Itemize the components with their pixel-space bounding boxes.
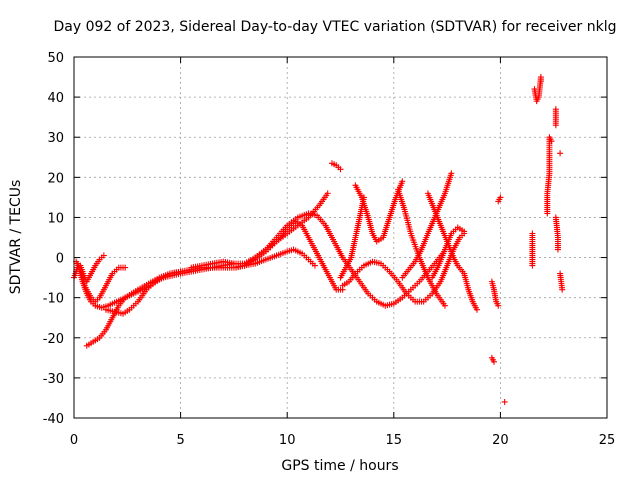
plot-frame: [73, 56, 608, 419]
x-axis-label: GPS time / hours: [281, 458, 398, 474]
data-point: [554, 246, 561, 253]
series-arc-17: [488, 194, 508, 405]
data-point: [552, 122, 559, 129]
data-point: [100, 252, 107, 259]
y-tick-label: 30: [47, 131, 64, 146]
y-tick-label: 0: [56, 252, 64, 267]
data-point: [495, 302, 502, 309]
data-point: [324, 190, 331, 197]
data-point: [557, 150, 564, 157]
y-tick-label: 20: [47, 171, 64, 186]
x-tick-label: 25: [599, 433, 616, 448]
chart-title: Day 092 of 2023, Sidereal Day-to-day VTE…: [54, 19, 617, 35]
series-arc-03: [77, 252, 107, 285]
data-point: [337, 166, 344, 173]
data-point: [529, 230, 536, 237]
y-axis-label: SDTVAR / TECUs: [8, 180, 24, 295]
x-tick-label: 15: [386, 433, 403, 448]
data-point: [501, 398, 508, 405]
data-point: [461, 228, 468, 235]
y-tick-label: -30: [43, 372, 64, 387]
y-tick-label: -20: [43, 332, 64, 347]
data-point: [441, 302, 448, 309]
data-point: [497, 194, 504, 201]
y-tick-label: 40: [47, 91, 64, 106]
data-point: [473, 306, 480, 313]
y-tick-label: -40: [43, 412, 64, 427]
series-arc-04: [83, 268, 184, 349]
data-point: [548, 138, 555, 145]
data-point: [448, 170, 455, 177]
series-arc-12: [352, 178, 406, 245]
data-point: [491, 358, 498, 365]
series-arc-15: [424, 190, 480, 313]
x-tick-label: 20: [492, 433, 509, 448]
data-points: [71, 74, 566, 405]
y-tick-label: 50: [47, 51, 64, 66]
data-point: [559, 286, 566, 293]
data-point: [537, 78, 544, 85]
data-point: [311, 262, 318, 269]
x-tick-label: 0: [70, 433, 78, 448]
x-tick-label: 5: [176, 433, 184, 448]
axis-ticks: 0 5 10 15 20 25 -40 -30 -20 -10 0 10 20 30 40 50: [43, 51, 616, 448]
y-tick-label: 10: [47, 211, 64, 226]
data-point: [122, 264, 129, 271]
series-arc-16: [429, 224, 468, 281]
y-tick-label: -10: [43, 292, 64, 307]
series-arc-18: [529, 74, 566, 293]
series-arc-09: [328, 160, 344, 173]
data-point: [399, 178, 406, 185]
grid: [74, 57, 607, 418]
series-arc-05: [102, 246, 318, 317]
x-tick-label: 10: [279, 433, 296, 448]
